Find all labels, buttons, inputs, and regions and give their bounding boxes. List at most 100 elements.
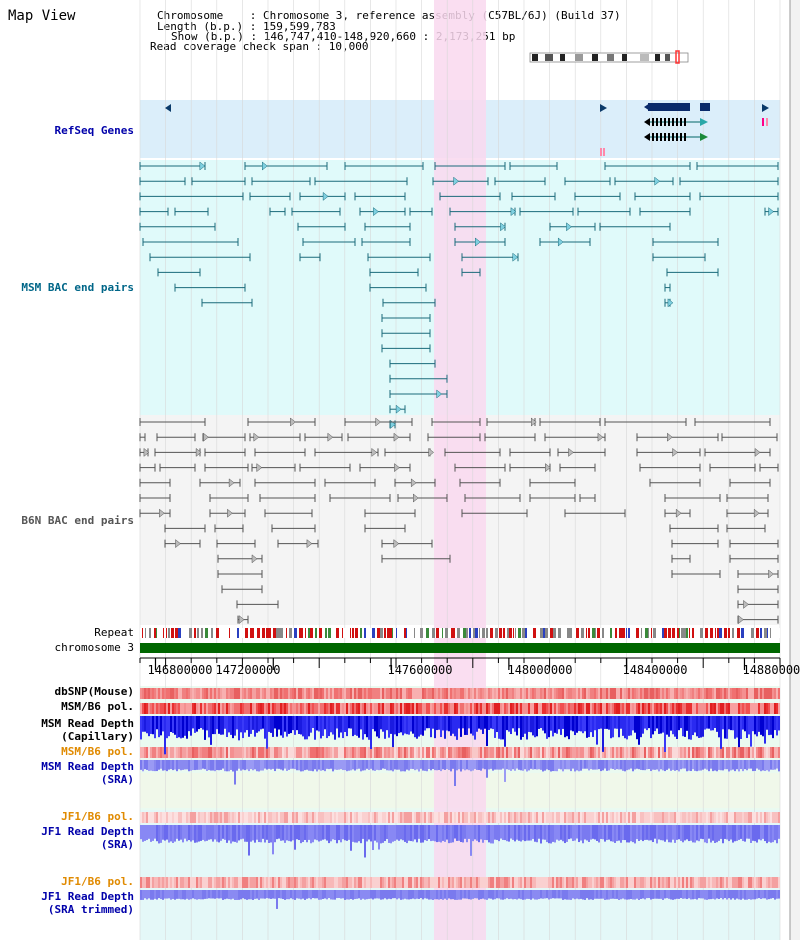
depth-bar	[660, 890, 662, 899]
depth-bar	[300, 716, 302, 735]
depth-bar	[694, 760, 696, 771]
heat-cell	[372, 877, 374, 888]
heat-cell	[194, 747, 196, 758]
heat-cell	[390, 747, 392, 758]
repeat-element	[728, 628, 730, 638]
heat-cell	[514, 812, 516, 823]
heat-cell	[536, 688, 538, 699]
heat-cell	[376, 703, 378, 714]
heat-cell	[340, 877, 342, 888]
bac-arrow	[754, 447, 761, 457]
heat-cell	[620, 812, 622, 823]
heat-cell	[524, 703, 526, 714]
depth-bar	[566, 760, 568, 770]
depth-bar	[464, 716, 466, 735]
heat-cell	[172, 747, 174, 758]
heat-cell	[178, 812, 180, 823]
depth-bar	[148, 760, 150, 771]
heat-cell	[210, 877, 212, 888]
heat-cell	[482, 747, 484, 758]
depth-bar	[464, 890, 466, 899]
heat-cell	[200, 747, 202, 758]
heat-cell	[168, 747, 170, 758]
heat-cell	[208, 703, 210, 714]
depth-bar	[432, 760, 434, 769]
heat-cell	[756, 877, 758, 888]
depth-bar	[688, 716, 690, 740]
heat-cell	[262, 747, 264, 758]
heat-cell	[426, 747, 428, 758]
heat-cell	[726, 812, 728, 823]
heat-cell	[246, 747, 248, 758]
heat-cell	[506, 703, 508, 714]
depth-bar	[660, 760, 662, 770]
heat-cell	[420, 812, 422, 823]
heat-cell	[210, 747, 212, 758]
depth-bar	[286, 890, 288, 900]
heat-cell	[166, 688, 168, 699]
heat-cell	[774, 703, 776, 714]
depth-bar	[430, 716, 432, 738]
repeat-element	[372, 628, 375, 638]
heat-cell	[752, 812, 754, 823]
heat-cell	[620, 703, 622, 714]
heat-cell	[570, 812, 572, 823]
depth-bar	[658, 760, 660, 772]
repeat-element	[509, 628, 512, 638]
heat-cell	[626, 703, 628, 714]
depth-bar	[418, 890, 420, 899]
depth-bar	[274, 716, 276, 729]
heat-cell	[506, 877, 508, 888]
depth-bar	[428, 890, 430, 900]
bac-arrow	[373, 207, 379, 217]
heat-cell	[562, 688, 564, 699]
heat-cell	[152, 877, 154, 888]
depth-bar	[182, 716, 184, 738]
depth-bar	[250, 760, 252, 770]
depth-bar	[272, 716, 274, 737]
depth-bar	[628, 890, 630, 900]
depth-bar	[576, 890, 578, 899]
depth-bar	[290, 825, 292, 842]
heat-cell	[264, 747, 266, 758]
repeat-element	[602, 628, 604, 638]
depth-bar	[206, 716, 208, 731]
repeat-element	[350, 628, 351, 638]
heat-cell	[600, 812, 602, 823]
heat-cell	[582, 747, 584, 758]
heat-cell	[506, 688, 508, 699]
depth-bar	[270, 716, 272, 733]
heat-cell	[532, 877, 534, 888]
depth-bar	[478, 716, 480, 729]
gene-arrow	[700, 118, 708, 126]
depth-bar	[334, 890, 336, 900]
heat-cell	[580, 703, 582, 714]
depth-bar	[184, 760, 186, 770]
heat-cell	[378, 703, 380, 714]
depth-bar	[172, 760, 174, 771]
depth-bar	[264, 760, 266, 769]
depth-bar	[624, 825, 626, 841]
depth-bar	[418, 760, 420, 772]
heat-cell	[640, 703, 642, 714]
heat-cell	[512, 703, 514, 714]
heat-cell	[188, 747, 190, 758]
heat-cell	[576, 703, 578, 714]
heat-cell	[446, 877, 448, 888]
heat-cell	[156, 877, 158, 888]
depth-bar	[338, 760, 340, 770]
depth-bar	[602, 890, 604, 899]
heat-cell	[148, 688, 150, 699]
gene-mark	[603, 148, 605, 156]
depth-bar	[714, 760, 716, 771]
depth-bar	[216, 890, 218, 899]
heat-cell	[360, 877, 362, 888]
depth-bar	[308, 825, 310, 840]
heat-cell	[250, 703, 252, 714]
heat-cell	[578, 703, 580, 714]
depth-bar	[372, 716, 374, 730]
heat-cell	[546, 703, 548, 714]
heat-cell	[264, 688, 266, 699]
depth-bar	[220, 890, 222, 899]
